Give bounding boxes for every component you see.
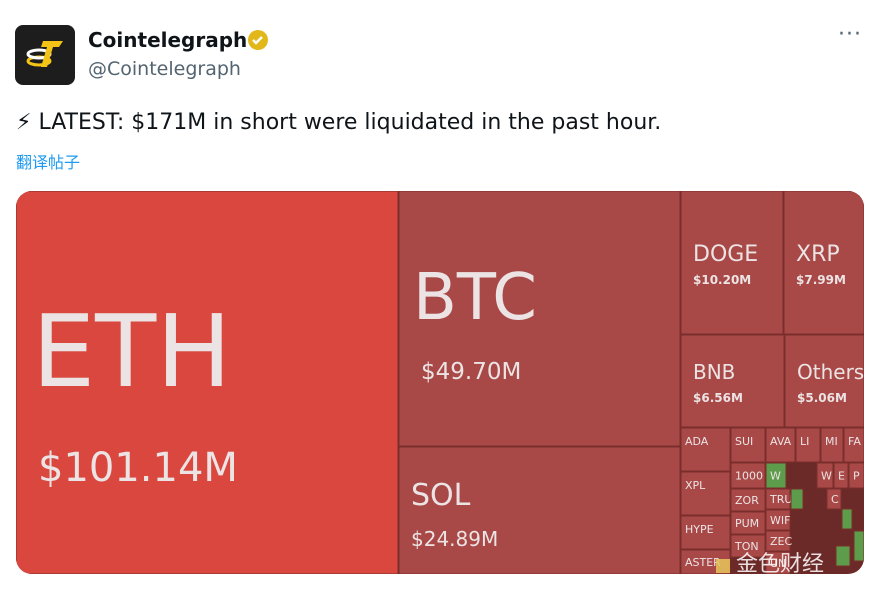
small-tile (826, 488, 842, 510)
tile-value: $5.06M (797, 391, 847, 405)
small-tile-label: ZOR (735, 494, 759, 507)
small-tile (848, 462, 864, 489)
small-tile (843, 427, 864, 463)
small-tile (765, 488, 791, 510)
small-tile (730, 427, 766, 463)
tile-value: $101.14M (38, 445, 238, 491)
tile (680, 191, 784, 335)
watermark-logo (716, 559, 730, 573)
small-tile-label: 1000 (735, 470, 763, 483)
tiny-tile (790, 488, 804, 510)
tile-label: DOGE (693, 242, 758, 267)
more-button[interactable]: ··· (838, 22, 862, 47)
small-tile-label: SUI (735, 435, 753, 448)
translate-link[interactable]: 翻译帖子 (16, 153, 81, 172)
small-tile (680, 471, 731, 516)
small-tile (730, 534, 766, 558)
small-tile (765, 530, 791, 552)
tile (784, 334, 864, 428)
author-name[interactable]: Cointelegraph (88, 28, 248, 52)
small-tile-label: FA (848, 435, 861, 448)
tile-label: ETH (32, 293, 231, 410)
small-tile-label: W (770, 470, 781, 483)
verified-badge (248, 30, 268, 50)
small-tile (765, 427, 796, 463)
small-tile-label: TRU (769, 493, 792, 506)
tile-label: Others (797, 360, 864, 384)
avatar[interactable] (15, 25, 75, 85)
small-tile (820, 427, 844, 463)
small-tile (765, 462, 787, 489)
small-tile-label: AVA (770, 435, 792, 448)
tile (398, 191, 681, 447)
small-tile-label: C (831, 493, 839, 506)
tile-value: $49.70M (421, 359, 521, 385)
small-tile-label: LI (800, 435, 809, 448)
small-tile-label: E (838, 470, 845, 483)
tile-label: BTC (413, 261, 537, 335)
tile-label: BNB (693, 360, 735, 384)
small-tile (765, 509, 791, 531)
tile (16, 191, 399, 574)
small-tile-label: P (853, 470, 860, 483)
small-tile-label: PUM (735, 517, 759, 530)
small-tile (765, 551, 791, 574)
small-tile (680, 427, 731, 472)
author-handle[interactable]: @Cointelegraph (88, 58, 241, 80)
small-tile-label: MI (825, 435, 838, 448)
small-tile-label: TON (734, 540, 759, 553)
tile-label: SOL (411, 478, 471, 513)
post-image[interactable]: ETH $101.14M BTC $49.70M SOL $24.89M DOGE $10.2… (16, 191, 864, 574)
small-tile-label: W (821, 470, 832, 483)
small-tile-label: WIF (770, 514, 790, 527)
small-tile-label: UN (770, 557, 786, 570)
small-tile-label: ADA (685, 435, 709, 448)
tile-value: $6.56M (693, 391, 743, 405)
tile (398, 446, 681, 574)
watermark: 金色财经 (736, 552, 824, 574)
post-text: ⚡ LATEST: $171M in short were liquidated… (16, 110, 662, 135)
tile (680, 334, 785, 428)
tile-value: $10.20M (693, 273, 751, 287)
tiny-tile (853, 530, 864, 562)
small-tile (680, 515, 731, 550)
small-tile-label: ASTER (685, 556, 721, 569)
tile-value: $7.99M (796, 273, 846, 287)
small-tile-label: XPL (685, 479, 706, 492)
small-tile (833, 462, 849, 489)
tile-value: $24.89M (411, 527, 498, 551)
avatar-logo (26, 41, 63, 67)
tiny-tile (841, 508, 853, 530)
small-tile (816, 462, 834, 489)
tile-label: XRP (796, 242, 840, 267)
small-tile-label: ZEC (770, 535, 792, 548)
tile (783, 191, 864, 335)
small-tile (730, 488, 766, 512)
small-tile (730, 511, 766, 535)
small-tile (795, 427, 821, 463)
small-tile-label: HYPE (685, 523, 714, 536)
small-tile (730, 462, 766, 489)
tiny-tile (835, 545, 851, 567)
